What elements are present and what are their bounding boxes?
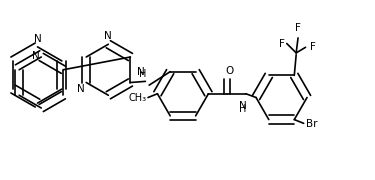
Text: N: N <box>105 31 112 41</box>
Text: N: N <box>76 84 84 94</box>
Text: N: N <box>32 51 39 61</box>
Text: Br: Br <box>306 119 317 129</box>
Text: O: O <box>225 66 233 76</box>
Text: H: H <box>139 69 146 79</box>
Text: N: N <box>239 101 247 111</box>
Text: H: H <box>239 104 247 114</box>
Text: N: N <box>137 67 145 77</box>
Text: F: F <box>279 39 285 49</box>
Text: CH₃: CH₃ <box>128 93 146 103</box>
Text: F: F <box>295 23 301 33</box>
Text: N: N <box>34 34 41 44</box>
Text: F: F <box>310 42 316 52</box>
